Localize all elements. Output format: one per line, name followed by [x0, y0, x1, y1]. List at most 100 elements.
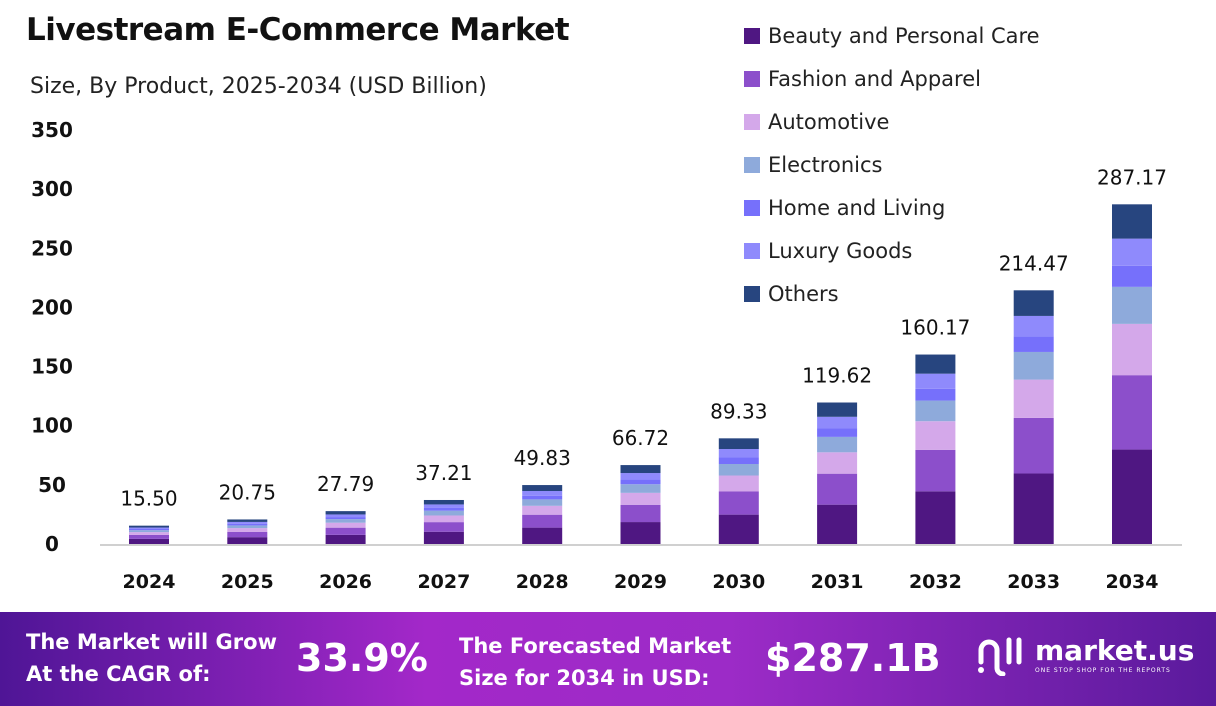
x-tick-label: 2029 — [614, 571, 667, 593]
bar-segment-2031-6 — [817, 402, 858, 417]
x-tick-label: 2028 — [516, 571, 569, 593]
bar-segment-2033-2 — [1013, 379, 1054, 418]
legend-label: Fashion and Apparel — [768, 66, 981, 91]
bar-segment-2032-3 — [915, 400, 956, 422]
total-label: 15.50 — [120, 487, 177, 511]
bar-segment-2030-5 — [718, 449, 759, 458]
x-tick-label: 2031 — [811, 571, 864, 593]
bar-segment-2024-1 — [129, 534, 169, 539]
x-tick-label: 2033 — [1007, 571, 1060, 593]
legend-swatch — [744, 285, 760, 302]
legend-label: Electronics — [768, 152, 883, 177]
stacked-bar-chart: 0 50 100 150 200 250 300 350 15.50 2024 20.75 2025 2… — [31, 118, 1182, 593]
forecast-label: The Forecasted Market Size for 2034 in U… — [459, 630, 731, 694]
cagr-text-line1: The Market will Grow — [26, 630, 277, 654]
bar-segment-2028-6 — [522, 485, 563, 492]
legend-swatch — [744, 242, 760, 259]
bar-segment-2030-6 — [718, 438, 759, 450]
bar-segment-2033-5 — [1013, 315, 1054, 337]
bar-segment-2029-1 — [620, 504, 661, 523]
bar-segment-2031-5 — [817, 416, 858, 429]
bar-segment-2029-3 — [620, 484, 661, 493]
cagr-text-line2: At the CAGR of: — [26, 662, 211, 686]
x-tick-label: 2025 — [221, 571, 274, 593]
bar-segment-2025-1 — [227, 531, 268, 538]
bar-segment-2025-6 — [227, 519, 268, 522]
bar-segment-2033-4 — [1013, 336, 1054, 352]
bar-segment-2025-5 — [227, 521, 268, 524]
bar-segment-2034-2 — [1112, 323, 1152, 376]
bar-segment-2031-2 — [817, 452, 858, 474]
bar-segment-2027-1 — [423, 522, 464, 532]
legend-swatch — [744, 70, 760, 87]
total-label: 89.33 — [710, 399, 767, 423]
bar-segment-2029-5 — [620, 473, 661, 480]
bar-segment-2030-1 — [718, 491, 759, 515]
bar-segment-2025-2 — [227, 528, 268, 532]
bar-segment-2027-4 — [423, 507, 464, 511]
forecast-value: $287.1B — [765, 636, 941, 680]
y-tick-label: 50 — [38, 473, 66, 497]
bar-segment-2034-1 — [1112, 375, 1152, 450]
legend-swatch — [744, 113, 760, 130]
bar-segment-2033-6 — [1013, 290, 1054, 316]
bar-segment-2030-2 — [718, 475, 759, 492]
bar-segment-2031-0 — [817, 504, 858, 544]
y-tick-label: 250 — [31, 236, 73, 260]
legend-item: Electronics — [744, 143, 1040, 186]
bar-segment-2032-1 — [915, 449, 956, 492]
bar-segment-2027-0 — [423, 531, 464, 544]
total-label: 214.47 — [999, 251, 1069, 275]
forecast-text-line2: Size for 2034 in USD: — [459, 666, 710, 690]
total-label: 37.21 — [415, 461, 472, 485]
legend: Beauty and Personal Care Fashion and Appa… — [744, 14, 1040, 315]
total-label: 27.79 — [317, 472, 374, 496]
x-tick-label: 2032 — [909, 571, 962, 593]
y-tick-label: 200 — [31, 295, 73, 319]
bar-segment-2028-5 — [522, 491, 563, 496]
bar-segment-2034-5 — [1112, 238, 1152, 266]
bar-segment-2029-0 — [620, 522, 661, 544]
cagr-value: 33.9% — [296, 636, 428, 680]
legend-label: Automotive — [768, 109, 890, 134]
bar-segment-2029-2 — [620, 492, 661, 505]
bar-segment-2026-2 — [325, 522, 366, 528]
bar-segment-2027-3 — [423, 510, 464, 516]
chart-subtitle: Size, By Product, 2025-2034 (USD Billion… — [30, 74, 487, 99]
footer-banner: The Market will Grow At the CAGR of: 33.… — [0, 612, 1216, 706]
bar-segment-2032-2 — [915, 421, 956, 450]
bar-segment-2025-3 — [227, 525, 268, 529]
bar-segment-2028-3 — [522, 499, 563, 506]
bar-segment-2034-3 — [1112, 286, 1152, 324]
legend-item: Others — [744, 272, 1040, 315]
bar-segment-2024-4 — [129, 528, 169, 531]
bar-segment-2028-2 — [522, 505, 563, 515]
total-label: 287.17 — [1097, 165, 1167, 189]
bar-segment-2024-0 — [129, 538, 169, 544]
logo-icon — [978, 637, 1022, 676]
x-tick-label: 2024 — [123, 571, 176, 593]
bar-segment-2027-2 — [423, 515, 464, 523]
bar-segment-2024-2 — [129, 532, 169, 535]
bar-segment-2024-6 — [129, 525, 169, 528]
total-label: 49.83 — [514, 446, 571, 470]
y-tick-label: 100 — [31, 414, 73, 438]
bar-segment-2030-4 — [718, 457, 759, 465]
bar-segment-2026-3 — [325, 519, 366, 523]
bar-segment-2028-1 — [522, 514, 563, 528]
logo-tagline: ONE STOP SHOP FOR THE REPORTS — [1035, 667, 1171, 674]
legend-label: Home and Living — [768, 195, 946, 220]
bar-segment-2027-5 — [423, 504, 464, 508]
market-us-logo[interactable]: market.us ONE STOP SHOP FOR THE REPORTS — [975, 632, 1194, 676]
legend-item: Beauty and Personal Care — [744, 14, 1040, 57]
bar-segment-2026-4 — [325, 517, 366, 520]
bar-segment-2026-6 — [325, 511, 366, 515]
bar-segment-2032-5 — [915, 373, 956, 389]
bar-segment-2024-5 — [129, 527, 169, 529]
bar-segment-2027-6 — [423, 499, 464, 505]
cagr-label: The Market will Grow At the CAGR of: — [26, 626, 277, 690]
bar-segment-2034-6 — [1112, 204, 1152, 239]
total-label: 119.62 — [802, 364, 872, 388]
legend-label: Others — [768, 281, 839, 306]
logo-text: market.us — [1035, 634, 1195, 667]
